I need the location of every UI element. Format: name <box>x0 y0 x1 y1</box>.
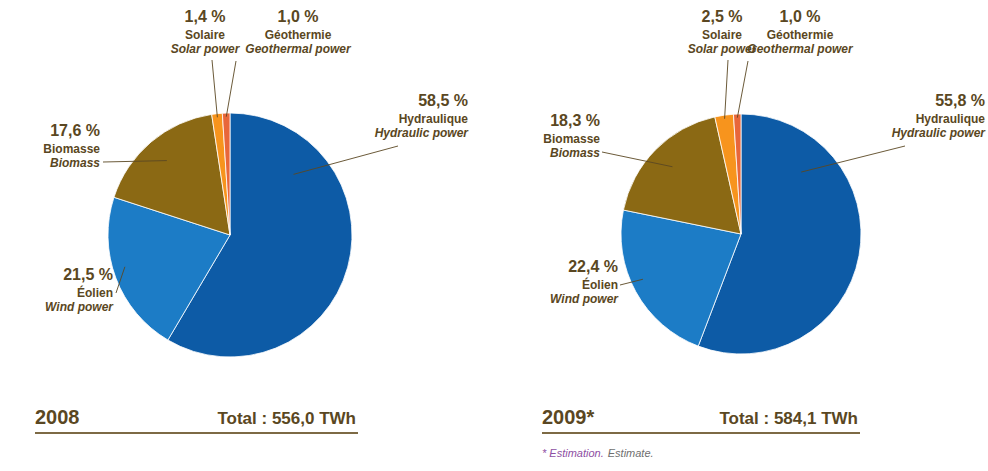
value-label: 1,0 % <box>278 8 319 25</box>
value-label: 1,4 % <box>185 8 226 25</box>
leader-line <box>294 146 398 174</box>
category-label-en: Geothermal power <box>747 42 854 56</box>
leader-line <box>226 61 236 117</box>
value-label: 22,4 % <box>568 258 618 275</box>
leader-line <box>725 60 728 119</box>
rule <box>542 432 860 434</box>
pie-slice <box>212 113 230 235</box>
note-en: Estimate. <box>608 447 654 459</box>
category-label: Géothermie <box>265 28 332 42</box>
note: * Estimation. <box>542 447 604 459</box>
category-label-en: Solar power <box>171 42 241 56</box>
category-label-en: Hydraulic power <box>892 126 987 140</box>
value-label: 18,3 % <box>550 112 600 129</box>
leader-line <box>602 152 672 167</box>
pie-slice <box>715 114 741 234</box>
category-label: Solaire <box>702 28 742 42</box>
title: 2008 <box>35 406 80 428</box>
category-label: Éolien <box>582 277 618 292</box>
title: 2009* <box>542 406 594 428</box>
footnote: * Estimation. Estimate. <box>542 447 654 459</box>
leader-line <box>103 161 167 162</box>
category-label: Hydraulique <box>399 112 469 126</box>
leader-line <box>737 61 748 118</box>
value-label: 17,6 % <box>50 122 100 139</box>
value-label: 21,5 % <box>63 266 113 283</box>
subtitle: Total : 556,0 TWh <box>217 409 356 428</box>
category-label-en: Hydraulic power <box>375 126 470 140</box>
category-label: Éolien <box>77 285 113 300</box>
subtitle: Total : 584,1 TWh <box>719 409 858 428</box>
category-label-en: Geothermal power <box>245 42 352 56</box>
pie-chart: 58,5 % HydrauliqueHydraulic power 21,5 % Éo… <box>35 8 469 433</box>
category-label-en: Wind power <box>45 300 114 314</box>
slices <box>621 114 861 354</box>
value-label: 1,0 % <box>780 8 821 25</box>
category-label-en: Biomass <box>550 146 600 160</box>
leader-line <box>620 279 643 285</box>
pie-slice <box>733 114 741 234</box>
value-label: 2,5 % <box>702 8 743 25</box>
canvas: 58,5 %HydrauliqueHydraulic power21,5 %Éo… <box>0 0 988 471</box>
rule <box>35 432 358 434</box>
leader-line <box>212 60 217 117</box>
category-label: Biomasse <box>543 132 600 146</box>
leader-line <box>116 267 125 293</box>
category-label: Solaire <box>185 28 225 42</box>
leader-line <box>801 146 905 172</box>
category-label: Hydraulique <box>916 112 986 126</box>
value-label: 55,8 % <box>935 92 985 109</box>
slices <box>108 113 352 357</box>
category-label-en: Wind power <box>550 292 619 306</box>
category-label: Biomasse <box>43 142 100 156</box>
category-label-en: Biomass <box>50 156 100 170</box>
pie-slice <box>222 113 230 235</box>
category-label: Géothermie <box>767 28 834 42</box>
pie-slice <box>114 114 230 235</box>
value-label: 58,5 % <box>418 92 468 109</box>
pie-chart: 55,8 % HydrauliqueHydraulic power 22,4 % Éo… <box>542 8 986 459</box>
